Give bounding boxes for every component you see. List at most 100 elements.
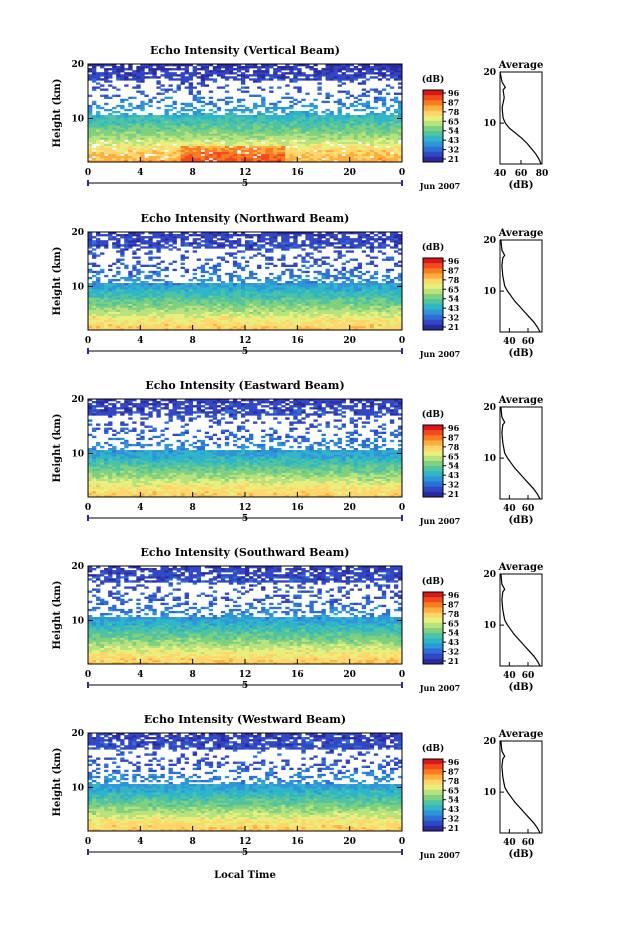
- colorbar-segment: [423, 151, 443, 158]
- heatmap-cell: [329, 301, 334, 304]
- heatmap-cell: [261, 125, 266, 128]
- heatmap-cell: [277, 276, 282, 280]
- heatmap-cell: [108, 283, 113, 286]
- heatmap-cell: [144, 141, 149, 144]
- heatmap-cell: [112, 291, 117, 294]
- heatmap-cell: [200, 133, 206, 136]
- heatmap-cell: [337, 68, 342, 71]
- average-x-tick-label: 60: [515, 169, 528, 179]
- heatmap-cell: [357, 127, 363, 130]
- heatmap-cell: [224, 143, 230, 146]
- heatmap-cell: [92, 80, 97, 83]
- heatmap-cell: [108, 64, 113, 67]
- heatmap-cell: [277, 291, 282, 294]
- heatmap-cell: [228, 244, 234, 247]
- heatmap-cell: [397, 293, 403, 296]
- heatmap-cell: [389, 311, 395, 314]
- heatmap-cell: [140, 287, 145, 290]
- heatmap-cell: [365, 293, 371, 296]
- heatmap-cell: [373, 295, 379, 298]
- heatmap-cell: [240, 80, 246, 83]
- heatmap-cell: [96, 297, 101, 300]
- heatmap-cell: [301, 291, 306, 294]
- heatmap-cell: [140, 305, 145, 308]
- heatmap-cell: [200, 274, 206, 278]
- heatmap-cell: [220, 283, 226, 286]
- heatmap-cell: [112, 301, 117, 304]
- heatmap-cell: [245, 139, 250, 142]
- heatmap-cell: [389, 133, 395, 136]
- heatmap-cell: [212, 121, 218, 124]
- heatmap-cell: [333, 283, 338, 286]
- heatmap-cell: [377, 66, 383, 69]
- heatmap-cell: [160, 159, 165, 163]
- heatmap-cell: [120, 74, 125, 77]
- heatmap-cell: [100, 319, 105, 323]
- heatmap-cell: [176, 323, 181, 327]
- heatmap-cell: [192, 125, 197, 128]
- heatmap-cell: [349, 274, 354, 278]
- heatmap-cell: [361, 64, 367, 67]
- heatmap-cell: [124, 123, 129, 126]
- heatmap-cell: [397, 113, 403, 116]
- heatmap-cell: [152, 145, 157, 149]
- heatmap-cell: [385, 141, 391, 144]
- heatmap-cell: [208, 311, 214, 314]
- heatmap-cell: [88, 250, 93, 253]
- heatmap-cell: [349, 74, 354, 77]
- heatmap-cell: [88, 110, 93, 114]
- heatmap-cell: [92, 100, 97, 104]
- heatmap-cell: [369, 70, 375, 73]
- heatmap-cell: [281, 307, 286, 310]
- heatmap-cell: [337, 106, 342, 110]
- heatmap-cell: [261, 139, 266, 142]
- heatmap-cell: [92, 127, 97, 130]
- heatmap-cell: [236, 274, 242, 278]
- heatmap-cell: [164, 104, 169, 108]
- colorbar-unit: (dB): [422, 74, 444, 85]
- heatmap-cell: [365, 295, 371, 298]
- heatmap-cell: [156, 250, 161, 253]
- heatmap-cell: [164, 305, 169, 308]
- heatmap-cell: [345, 70, 350, 73]
- heatmap-cell: [176, 299, 181, 302]
- heatmap-cell: [309, 143, 314, 146]
- heatmap-cell: [261, 96, 266, 100]
- heatmap-cell: [369, 293, 375, 296]
- heatmap-cell: [305, 315, 310, 319]
- heatmap-cell: [301, 143, 306, 146]
- heatmap-cell: [236, 64, 242, 67]
- heatmap-cell: [184, 141, 189, 144]
- heatmap-cell: [289, 141, 294, 144]
- heatmap-cell: [192, 98, 197, 102]
- heatmap-cell: [385, 295, 391, 298]
- heatmap-cell: [313, 323, 318, 327]
- heatmap-cell: [345, 250, 350, 253]
- heatmap-cell: [116, 110, 121, 114]
- heatmap-cell: [305, 159, 310, 163]
- heatmap-cell: [277, 287, 282, 290]
- x-tick-label: 8: [190, 168, 196, 178]
- heatmap-cell: [120, 315, 125, 319]
- heatmap-cell: [188, 123, 193, 126]
- heatmap-cell: [369, 127, 375, 130]
- heatmap-cell: [337, 151, 342, 155]
- heatmap-cell: [108, 129, 113, 132]
- heatmap-cell: [301, 293, 306, 296]
- heatmap-cell: [317, 121, 322, 124]
- heatmap-cell: [204, 289, 210, 292]
- heatmap-cell: [116, 121, 121, 124]
- heatmap-cell: [389, 147, 395, 151]
- heatmap-cell: [265, 135, 270, 138]
- heatmap-cell: [381, 115, 387, 118]
- heatmap-cell: [357, 291, 363, 294]
- heatmap-cell: [293, 283, 298, 286]
- heatmap-cell: [333, 149, 338, 153]
- heatmap-cell: [136, 278, 141, 282]
- heatmap-cell: [180, 262, 185, 265]
- heatmap-cell: [108, 301, 113, 304]
- heatmap-cell: [204, 303, 210, 306]
- heatmap-cell: [148, 297, 153, 300]
- heatmap-cell: [309, 68, 314, 71]
- heatmap-cell: [92, 86, 97, 89]
